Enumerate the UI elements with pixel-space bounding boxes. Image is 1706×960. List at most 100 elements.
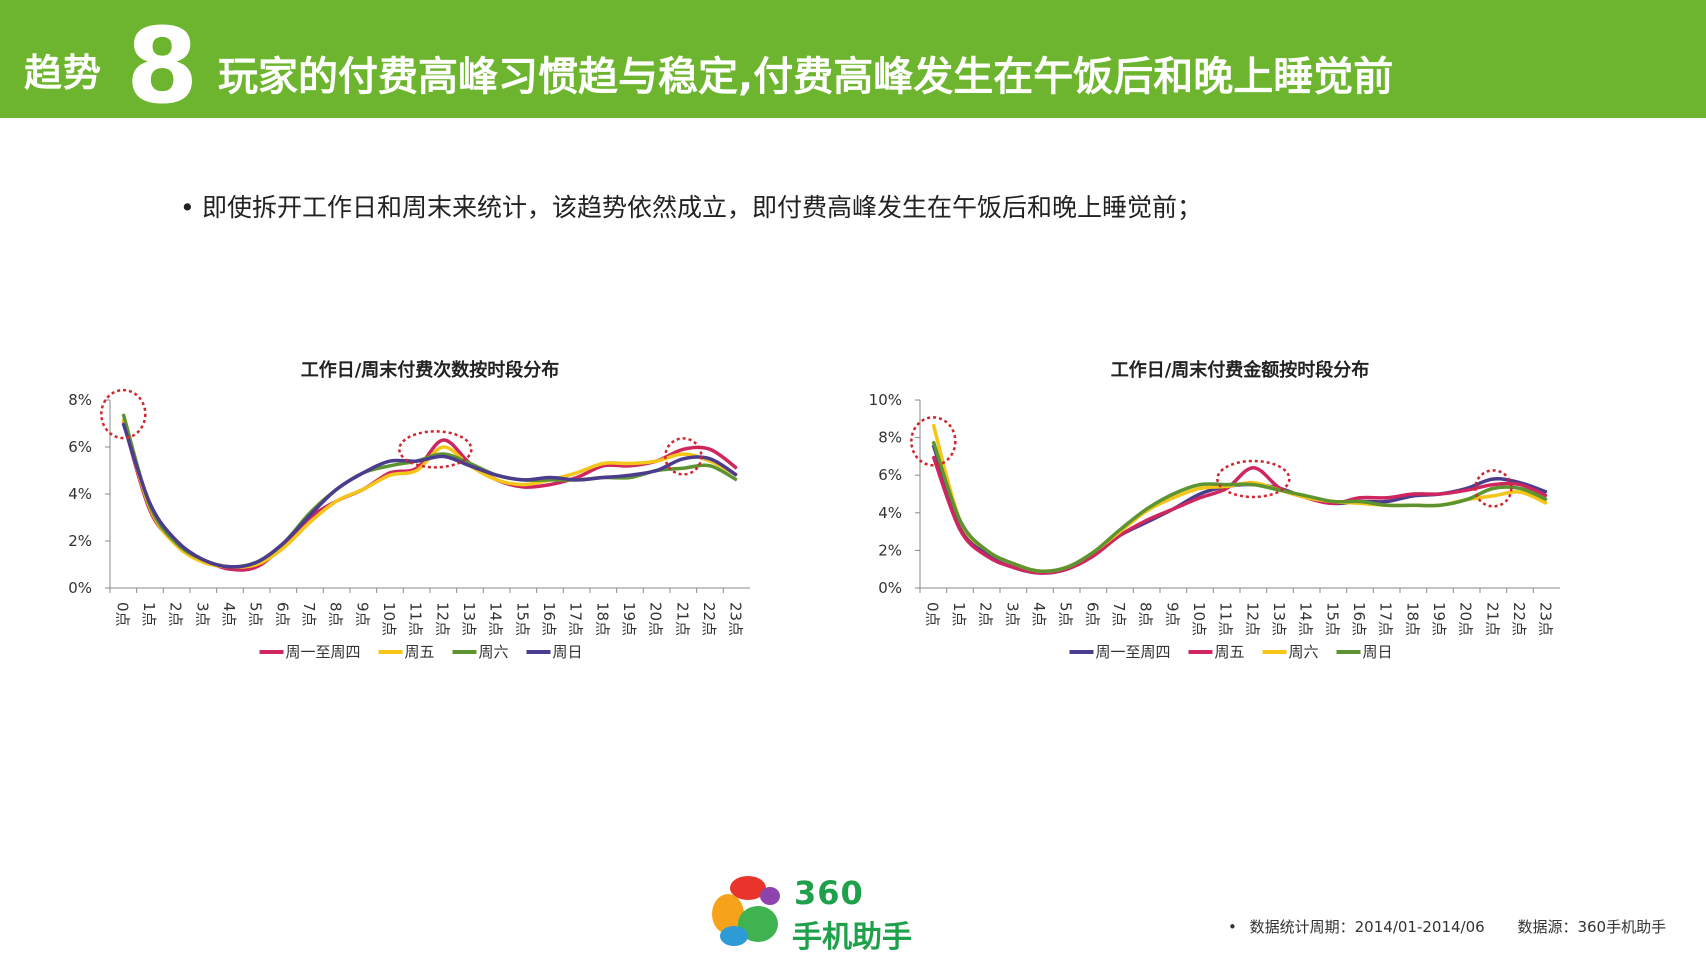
data-point xyxy=(629,474,631,476)
data-point xyxy=(682,448,684,450)
series-line xyxy=(931,440,1548,573)
chart-payment-amount: 工作日/周末付费金额按时段分布 0% 2% 4% 6% 8% 10% 0点 1点 2点 3点 4点 5点… xyxy=(869,359,1630,740)
data-point xyxy=(602,476,604,479)
data-point xyxy=(1012,562,1014,565)
series-line xyxy=(121,418,738,569)
x-tick-label: 5点 xyxy=(247,602,265,627)
header-bar: 趋势 8 玩家的付费高峰习惯趋与稳定,付费高峰发生在午饭后和晚上睡觉前 xyxy=(0,0,1706,118)
x-tick-label: 12点 xyxy=(1243,602,1261,636)
legend-label: 周六 xyxy=(1289,643,1319,661)
x-tick-label: 6点 xyxy=(1083,602,1101,627)
x-tick-label: 0点 xyxy=(113,602,131,627)
legend-label: 周五 xyxy=(405,643,435,661)
data-point xyxy=(442,439,444,441)
chart-payment-amount-svg: 工作日/周末付费金额按时段分布 0% 2% 4% 6% 8% 10% 0点 1点 2点 3点 4点 5点… xyxy=(869,359,1560,661)
x-tick-label: 16点 xyxy=(540,602,558,636)
y-tick-label: 0% xyxy=(878,579,902,597)
y-tick-label: 6% xyxy=(68,438,92,456)
data-point xyxy=(682,453,684,455)
data-point xyxy=(656,460,658,462)
data-point xyxy=(549,476,551,479)
series-line xyxy=(121,420,738,572)
x-tick-label: 2点 xyxy=(977,602,995,627)
x-tick-label: 6点 xyxy=(273,602,291,627)
x-tick-label: 0点 xyxy=(923,602,941,627)
y-tick-label: 8% xyxy=(878,429,902,447)
data-point xyxy=(336,500,338,502)
data-point xyxy=(1492,484,1494,486)
data-point xyxy=(1199,497,1201,499)
data-point xyxy=(229,566,231,568)
x-tick-label: 4点 xyxy=(220,602,238,627)
chart-payment-count-svg: 工作日/周末付费次数按时段分布 0% 2% 4% 6% 8% 0点 1点 2点 3点 4点 5点 6点 7… xyxy=(68,359,750,661)
x-tick-label: 10点 xyxy=(380,602,398,636)
data-point xyxy=(1546,499,1548,501)
data-point xyxy=(1092,555,1094,557)
data-point xyxy=(656,469,658,472)
data-point xyxy=(282,542,284,544)
x-tick-label: 23点 xyxy=(727,602,745,636)
data-point xyxy=(1012,566,1014,568)
x-tick-label: 5点 xyxy=(1057,602,1075,627)
x-tick-label: 12点 xyxy=(433,602,451,636)
x-tick-label: 1点 xyxy=(950,602,968,627)
x-tick-label: 4点 xyxy=(1030,602,1048,627)
data-point xyxy=(1199,493,1201,495)
data-point xyxy=(549,484,551,486)
logo-text: 手机助手 xyxy=(792,920,912,955)
legend-label: 周一至周四 xyxy=(1096,643,1171,661)
data-point xyxy=(1466,489,1468,491)
chart-payment-count: 工作日/周末付费次数按时段分布 0% 2% 4% 6% 8% 0点 1点 2点 3点 4点 5点 6点 7… xyxy=(60,359,820,740)
data-point xyxy=(1492,495,1494,497)
x-tick-label: 19点 xyxy=(1430,602,1448,636)
logo-number: 360 xyxy=(794,874,864,912)
x-tick-label: 20点 xyxy=(1457,602,1475,636)
series-line xyxy=(931,444,1548,575)
x-tick-label: 17点 xyxy=(567,602,585,636)
data-point xyxy=(549,479,551,481)
data-point xyxy=(122,422,124,425)
data-point xyxy=(1359,500,1361,503)
x-tick-label: 1点 xyxy=(140,602,158,627)
data-point xyxy=(496,474,498,476)
data-point xyxy=(1039,570,1041,572)
data-point xyxy=(1146,508,1148,510)
bullet-point: • 即使拆开工作日和周末来统计，该趋势依然成立，即付费高峰发生在午饭后和晚上睡觉前… xyxy=(180,188,1202,224)
legend-label: 周五 xyxy=(1215,643,1245,661)
data-point xyxy=(629,462,631,465)
footer-source: 数据源：360手机助手 xyxy=(1517,918,1667,936)
data-point xyxy=(1492,487,1494,489)
y-tick-label: 2% xyxy=(878,541,902,559)
data-point xyxy=(442,455,444,457)
data-point xyxy=(709,448,711,450)
x-tick-label: 10点 xyxy=(1190,602,1208,636)
x-tick-label: 11点 xyxy=(1217,602,1235,636)
data-point xyxy=(932,455,934,457)
series-line xyxy=(931,455,1548,575)
data-point xyxy=(932,440,934,442)
data-point xyxy=(1386,497,1388,499)
x-tick-label: 17点 xyxy=(1377,602,1395,636)
data-point xyxy=(1519,491,1521,493)
bullet-text: 即使拆开工作日和周末来统计，该趋势依然成立，即付费高峰发生在午饭后和晚上睡觉前； xyxy=(202,193,1203,222)
x-tick-label: 8点 xyxy=(1137,602,1155,627)
x-tick-label: 9点 xyxy=(353,602,371,627)
data-point xyxy=(229,568,231,570)
data-point xyxy=(389,465,391,467)
footer-note: • 数据统计周期：2014/01-2014/06 数据源：360手机助手 xyxy=(1228,916,1666,937)
data-point xyxy=(1119,534,1121,536)
data-point xyxy=(176,540,178,542)
y-tick-label: 2% xyxy=(68,532,92,550)
data-point xyxy=(959,519,961,521)
x-tick-label: 9点 xyxy=(1163,602,1181,627)
x-tick-label: 19点 xyxy=(620,602,638,636)
data-point xyxy=(1466,499,1468,501)
x-tick-label: 20点 xyxy=(647,602,665,636)
y-tick-label: 6% xyxy=(878,466,902,484)
data-point xyxy=(1119,529,1121,531)
data-point xyxy=(362,488,364,490)
x-tick-label: 16点 xyxy=(1350,602,1368,636)
highlight-circle xyxy=(398,430,473,469)
x-tick-label: 7点 xyxy=(1110,602,1128,627)
data-point xyxy=(602,462,604,465)
